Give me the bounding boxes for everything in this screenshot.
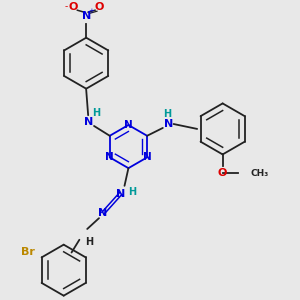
Text: H: H [163,109,171,119]
Text: N: N [164,119,173,129]
Text: Br: Br [21,247,35,256]
Text: CH₃: CH₃ [250,169,268,178]
Text: N: N [116,189,125,199]
Text: N: N [98,208,107,218]
Text: O: O [69,2,78,12]
Text: H: H [128,187,136,197]
Text: N: N [143,152,152,162]
Text: -: - [65,2,68,11]
Text: N: N [83,117,93,127]
Text: N: N [82,11,91,21]
Text: +: + [88,8,94,14]
Text: N: N [124,120,133,130]
Text: N: N [105,152,114,162]
Text: O: O [218,168,227,178]
Text: H: H [85,237,93,247]
Text: O: O [94,2,104,12]
Text: H: H [92,108,100,118]
